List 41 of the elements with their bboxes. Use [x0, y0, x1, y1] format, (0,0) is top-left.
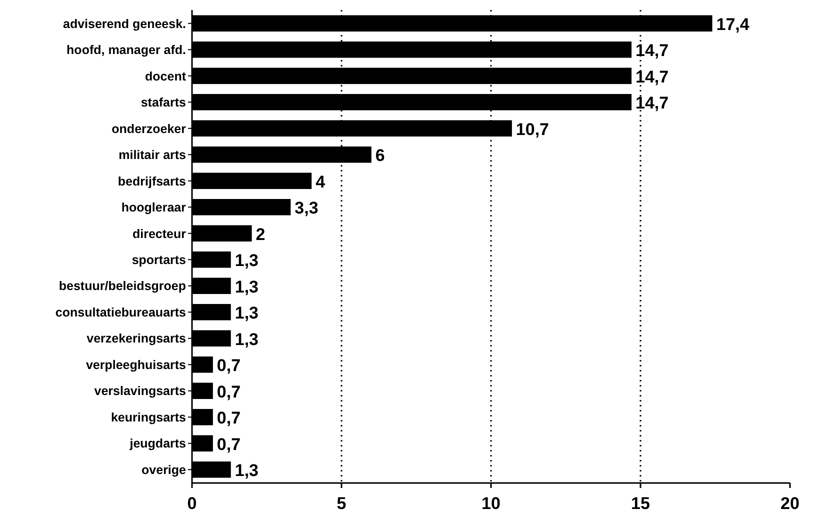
- y-tick-label: keuringsarts: [110, 410, 186, 424]
- data-label: 14,7: [636, 41, 669, 60]
- data-label: 2: [256, 224, 266, 244]
- y-tick-label: militair arts: [118, 148, 186, 162]
- y-tick-label: jeugdarts: [128, 436, 186, 451]
- x-tick-label: 10: [482, 494, 500, 513]
- x-tick-label: 0: [187, 494, 197, 513]
- data-label: 0,7: [216, 408, 241, 428]
- data-label: 1,3: [234, 330, 259, 349]
- data-label: 3,3: [294, 198, 318, 218]
- data-label: 0,7: [216, 356, 241, 376]
- y-tick-label: verpleeghuisarts: [86, 358, 186, 372]
- x-tick-label: 15: [631, 494, 650, 513]
- data-label: 14,7: [636, 94, 669, 113]
- x-tick-label: 5: [336, 494, 346, 513]
- y-tick-label: hoogleraar: [121, 200, 186, 214]
- y-tick-label: directeur: [132, 226, 186, 241]
- data-label: 10,7: [516, 120, 550, 139]
- y-tick-label: sportarts: [132, 253, 186, 267]
- y-tick-label: bedrijfsarts: [118, 174, 186, 188]
- data-label: 1,3: [234, 251, 259, 270]
- data-label: 14,7: [636, 67, 669, 86]
- y-tick-label: adviserend geneesk.: [63, 16, 186, 31]
- y-tick-label: consultatiebureauarts: [55, 305, 186, 320]
- data-label: 0,7: [216, 382, 241, 402]
- x-tick-label: 20: [780, 494, 800, 513]
- data-label: 1,3: [234, 277, 259, 296]
- data-label: 17,4: [716, 14, 750, 34]
- data-label: 1,3: [234, 461, 259, 480]
- data-label: 4: [316, 172, 326, 192]
- y-tick-label: verzekeringsarts: [86, 332, 186, 346]
- data-label: 0,7: [216, 434, 241, 454]
- y-tick-label: onderzoeker: [112, 122, 186, 136]
- y-tick-label: stafarts: [140, 96, 186, 110]
- y-tick-label: overige: [142, 462, 186, 477]
- y-tick-label: verslavingsarts: [94, 384, 186, 398]
- data-label: 6: [375, 146, 385, 166]
- y-tick-label: bestuur/beleidsgroep: [58, 279, 186, 294]
- data-label: 1,3: [234, 304, 259, 323]
- y-tick-label: hoofd, manager afd.: [66, 43, 186, 58]
- y-tick-label: docent: [145, 69, 187, 84]
